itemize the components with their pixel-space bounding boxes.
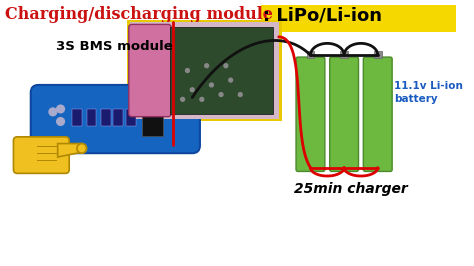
- Bar: [170, 27, 273, 114]
- Bar: [130, 22, 279, 119]
- Circle shape: [57, 105, 64, 113]
- Bar: [86, 109, 96, 126]
- Text: 10A: 10A: [50, 133, 64, 138]
- Bar: [307, 51, 314, 58]
- Bar: [126, 109, 136, 126]
- Circle shape: [210, 83, 213, 87]
- Circle shape: [49, 108, 57, 116]
- Circle shape: [229, 78, 233, 82]
- Circle shape: [57, 118, 64, 125]
- Circle shape: [200, 97, 204, 101]
- FancyBboxPatch shape: [31, 85, 200, 153]
- Circle shape: [181, 97, 184, 101]
- Text: : LiPo/Li-ion: : LiPo/Li-ion: [264, 6, 383, 24]
- Circle shape: [238, 93, 242, 97]
- Bar: [142, 107, 164, 136]
- Text: Charging/discharging module: Charging/discharging module: [5, 6, 273, 23]
- Bar: [127, 20, 282, 122]
- Bar: [262, 5, 456, 32]
- FancyBboxPatch shape: [13, 137, 69, 173]
- Text: 11.1v Li-ion
battery: 11.1v Li-ion battery: [394, 81, 463, 104]
- FancyBboxPatch shape: [330, 57, 358, 172]
- Circle shape: [190, 88, 194, 92]
- Bar: [113, 109, 123, 126]
- Circle shape: [205, 64, 209, 68]
- Bar: [374, 51, 382, 58]
- Bar: [340, 51, 348, 58]
- Bar: [72, 109, 82, 126]
- FancyBboxPatch shape: [363, 57, 392, 172]
- Text: 25min charger: 25min charger: [294, 182, 408, 196]
- Circle shape: [219, 93, 223, 97]
- FancyBboxPatch shape: [296, 57, 325, 172]
- Circle shape: [185, 69, 189, 72]
- Circle shape: [224, 64, 228, 68]
- Text: 3S BMS module: 3S BMS module: [56, 40, 173, 53]
- Polygon shape: [58, 144, 82, 157]
- Bar: [101, 109, 110, 126]
- Circle shape: [77, 144, 86, 153]
- FancyBboxPatch shape: [129, 24, 171, 117]
